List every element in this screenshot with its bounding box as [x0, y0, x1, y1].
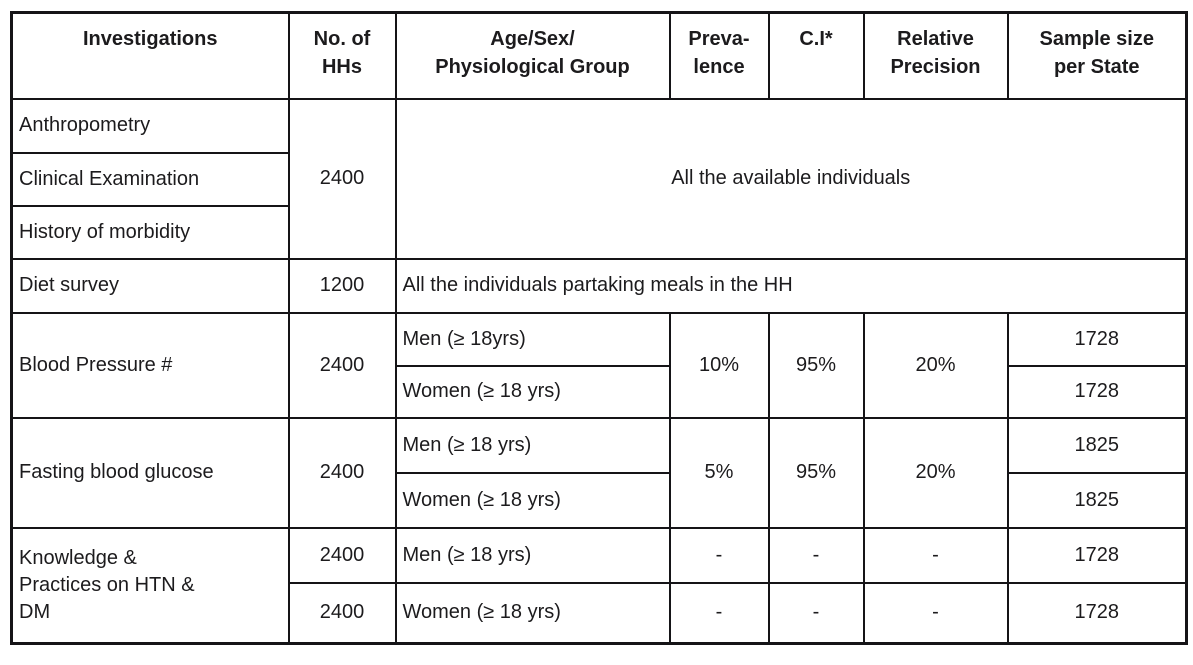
cell-ci-fasting-glucose: 95%: [767, 416, 865, 529]
row-anthropometry: Anthropometry 2400 All the available ind…: [10, 97, 1188, 260]
cell-sample-knowledge-women: 1728: [1006, 581, 1188, 645]
cell-sample-blood-pressure-men: 1728: [1006, 311, 1188, 367]
row-diet-survey: Diet survey 1200 All the individuals par…: [10, 257, 1188, 314]
header-relative-precision: Relative Precision: [862, 11, 1009, 100]
header-sample-size: Sample size per State: [1006, 11, 1188, 100]
header-ci: C.I*: [767, 11, 865, 100]
cell-group-blood-pressure-men: Men (≥ 18yrs): [394, 311, 671, 367]
row-blood-pressure-men: Blood Pressure # 2400 Men (≥ 18yrs) 10% …: [10, 311, 1188, 419]
header-prevalence: Preva- lence: [668, 11, 770, 100]
cell-sample-knowledge-men: 1728: [1006, 526, 1188, 584]
row-fasting-glucose-women: Women (≥ 18 yrs) 1825: [12, 471, 1188, 529]
cell-note-diet-survey: All the individuals partaking meals in t…: [394, 257, 1188, 314]
cell-ci-blood-pressure: 95%: [767, 311, 865, 419]
cell-investigation-clinical-examination: Clinical Examination: [10, 151, 290, 207]
cell-hhs-blood-pressure: 2400: [287, 311, 397, 419]
cell-hhs-knowledge-women: 2400: [287, 581, 397, 645]
cell-hhs-knowledge-men: 2400: [287, 526, 397, 584]
row-clinical-examination: Clinical Examination: [10, 151, 1187, 207]
cell-investigation-anthropometry: Anthropometry: [10, 97, 290, 154]
cell-prevalence-knowledge-men: -: [668, 526, 770, 584]
cell-sample-blood-pressure-women: 1728: [1006, 364, 1188, 419]
cell-hhs-diet-survey: 1200: [287, 257, 397, 314]
cell-investigation-diet-survey: Diet survey: [10, 257, 290, 314]
row-blood-pressure-women: Women (≥ 18 yrs) 1728: [12, 364, 1188, 419]
cell-hhs-fasting-glucose: 2400: [287, 416, 397, 529]
cell-ci-knowledge-women: -: [767, 581, 865, 645]
cell-investigation-history-of-morbidity: History of morbidity: [10, 204, 290, 260]
row-knowledge-men: Knowledge & Practices on HTN & DM 2400 M…: [10, 526, 1188, 645]
row-knowledge-women: 2400 Women (≥ 18 yrs) - - - 1728: [12, 581, 1188, 645]
cell-investigation-blood-pressure: Blood Pressure #: [10, 311, 290, 419]
cell-note-all-available-individuals: All the available individuals: [394, 97, 1188, 260]
cell-relative-precision-knowledge-women: -: [862, 581, 1009, 645]
cell-hhs-group-all-available: 2400: [287, 97, 397, 260]
header-no-of-hhs: No. of HHs: [287, 11, 397, 100]
header-investigations: Investigations: [10, 11, 290, 100]
header-age-sex-group: Age/Sex/ Physiological Group: [394, 11, 671, 100]
cell-investigation-fasting-glucose: Fasting blood glucose: [10, 416, 290, 529]
cell-investigation-knowledge-practices: Knowledge & Practices on HTN & DM: [10, 526, 290, 645]
cell-prevalence-blood-pressure: 10%: [668, 311, 770, 419]
cell-sample-fasting-glucose-men: 1825: [1006, 416, 1188, 474]
cell-group-knowledge-men: Men (≥ 18 yrs): [394, 526, 671, 584]
cell-prevalence-knowledge-women: -: [668, 581, 770, 645]
row-fasting-glucose-men: Fasting blood glucose 2400 Men (≥ 18 yrs…: [10, 416, 1188, 529]
cell-prevalence-fasting-glucose: 5%: [668, 416, 770, 529]
header-row: Investigations No. of HHs Age/Sex/ Physi…: [10, 11, 1188, 100]
cell-group-blood-pressure-women: Women (≥ 18 yrs): [394, 364, 671, 419]
cell-ci-knowledge-men: -: [767, 526, 865, 584]
cell-group-knowledge-women: Women (≥ 18 yrs): [394, 581, 671, 645]
survey-sampling-table: Investigations No. of HHs Age/Sex/ Physi…: [10, 11, 1188, 645]
cell-relative-precision-blood-pressure: 20%: [862, 311, 1009, 419]
cell-relative-precision-knowledge-men: -: [862, 526, 1009, 584]
cell-relative-precision-fasting-glucose: 20%: [862, 416, 1009, 529]
row-history-of-morbidity: History of morbidity: [10, 204, 1187, 260]
cell-group-fasting-glucose-women: Women (≥ 18 yrs): [394, 471, 671, 529]
cell-group-fasting-glucose-men: Men (≥ 18 yrs): [394, 416, 671, 474]
cell-sample-fasting-glucose-women: 1825: [1006, 471, 1188, 529]
